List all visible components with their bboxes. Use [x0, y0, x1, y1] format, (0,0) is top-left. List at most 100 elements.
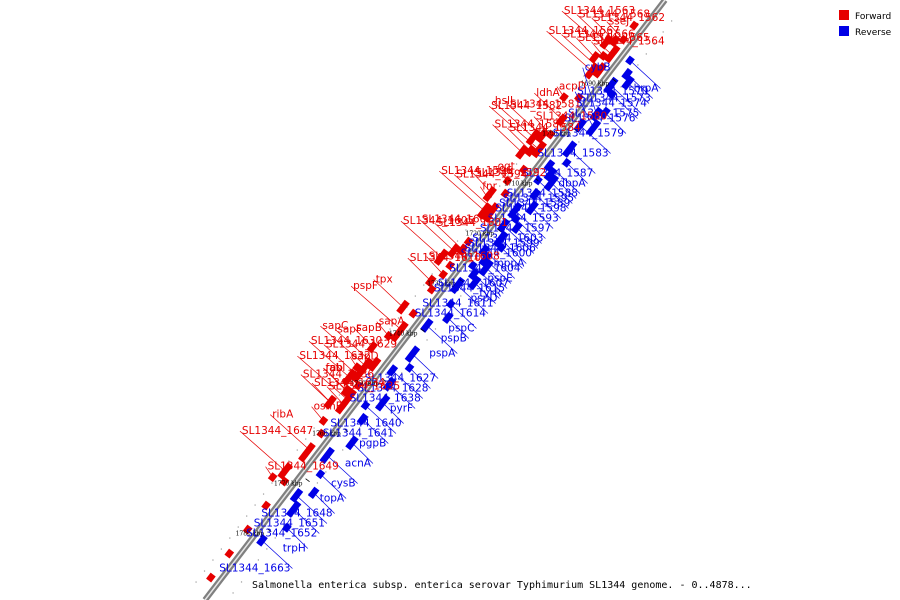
- forward-gene-label[interactable]: SL1344_1610: [410, 252, 481, 264]
- forward-gene-arrow[interactable]: [351, 368, 365, 384]
- forward-gene-label[interactable]: SL1344_1635: [329, 381, 400, 393]
- reverse-gene-label[interactable]: SL1344_1641: [323, 428, 394, 440]
- reverse-gene-arrow[interactable]: [404, 362, 415, 373]
- forward-gene-arrow[interactable]: [502, 175, 513, 186]
- forward-gene-label[interactable]: SL1344_1562: [594, 12, 665, 24]
- forward-gene-label[interactable]: sapD: [352, 351, 379, 363]
- reverse-gene-label[interactable]: SL1344_1570: [577, 86, 648, 98]
- forward-gene-arrow[interactable]: [267, 472, 278, 483]
- forward-gene-label[interactable]: SL1344_1634: [314, 377, 386, 389]
- reverse-gene-arrow[interactable]: [543, 166, 558, 182]
- reverse-gene-label[interactable]: SL1344_1600: [461, 248, 532, 260]
- forward-gene-label[interactable]: SL1344_1649: [268, 461, 339, 473]
- forward-gene-arrow[interactable]: [408, 308, 419, 319]
- forward-gene-arrow[interactable]: [366, 341, 379, 354]
- forward-gene-label[interactable]: SL1344_1580: [536, 111, 607, 123]
- reverse-gene-label[interactable]: SL1344_1579: [553, 128, 624, 140]
- reverse-gene-label[interactable]: pspB: [441, 333, 467, 345]
- forward-gene-arrow[interactable]: [486, 202, 500, 217]
- reverse-gene-arrow[interactable]: [599, 106, 611, 119]
- reverse-gene-arrow[interactable]: [442, 311, 454, 324]
- reverse-gene-label[interactable]: SL1344_1604: [449, 263, 521, 275]
- forward-gene-label[interactable]: SL1344_1594: [456, 169, 528, 181]
- reverse-gene-label[interactable]: pgpB: [359, 438, 386, 450]
- reverse-gene-label[interactable]: tyrR: [479, 288, 501, 300]
- forward-gene-arrow[interactable]: [352, 362, 362, 373]
- reverse-gene-label[interactable]: hrpA: [634, 83, 660, 95]
- reverse-gene-label[interactable]: SL1344_1651: [254, 518, 325, 530]
- reverse-gene-label[interactable]: pyrF: [390, 403, 413, 415]
- forward-gene-label[interactable]: acpD: [559, 81, 586, 93]
- forward-gene-arrow[interactable]: [629, 20, 639, 31]
- reverse-gene-label[interactable]: SL1344_1628: [357, 383, 428, 395]
- reverse-gene-arrow[interactable]: [256, 534, 268, 547]
- reverse-gene-label[interactable]: pspC: [448, 323, 474, 335]
- forward-gene-arrow[interactable]: [341, 368, 358, 386]
- forward-gene-arrow[interactable]: [445, 260, 455, 271]
- forward-gene-label[interactable]: SL1344_1567: [549, 25, 620, 37]
- forward-gene-label[interactable]: SL1344_1565: [578, 32, 649, 44]
- forward-gene-arrow[interactable]: [261, 500, 271, 511]
- reverse-gene-label[interactable]: SL1344_1638: [350, 393, 421, 405]
- forward-gene-arrow[interactable]: [476, 202, 493, 220]
- reverse-gene-label[interactable]: SL1344_1648: [261, 508, 332, 520]
- reverse-gene-label[interactable]: SL1344_1606: [465, 243, 537, 255]
- reverse-gene-label[interactable]: SL1344_1595: [503, 193, 574, 205]
- reverse-gene-label[interactable]: SL1344_1593: [488, 213, 559, 225]
- forward-gene-label[interactable]: SL1344_1629: [326, 339, 397, 351]
- forward-gene-arrow[interactable]: [316, 428, 327, 439]
- forward-gene-arrow[interactable]: [340, 384, 353, 398]
- reverse-gene-label[interactable]: SL1344_1587: [522, 168, 593, 180]
- reverse-gene-label[interactable]: SL1344_1615: [434, 283, 505, 295]
- reverse-gene-label[interactable]: pspA: [429, 348, 456, 360]
- forward-gene-arrow[interactable]: [463, 236, 474, 247]
- forward-gene-label[interactable]: SL1344_1630: [311, 335, 382, 347]
- forward-gene-arrow[interactable]: [324, 396, 336, 409]
- reverse-gene-arrow[interactable]: [307, 486, 320, 499]
- reverse-gene-label[interactable]: pspE: [487, 273, 512, 285]
- reverse-gene-label[interactable]: dbpA: [558, 178, 586, 190]
- forward-gene-label[interactable]: SL1344_1605: [403, 215, 474, 227]
- reverse-gene-label[interactable]: topA: [320, 493, 345, 505]
- forward-gene-label[interactable]: sapA: [379, 316, 406, 328]
- forward-gene-arrow[interactable]: [224, 548, 235, 559]
- forward-gene-label[interactable]: ogt: [498, 161, 515, 173]
- reverse-gene-arrow[interactable]: [496, 218, 511, 233]
- reverse-gene-arrow[interactable]: [289, 488, 304, 503]
- forward-gene-label[interactable]: sseJ: [609, 16, 630, 28]
- forward-gene-label[interactable]: hslJ: [495, 95, 513, 107]
- reverse-gene-label[interactable]: SL1344_1611: [422, 298, 493, 310]
- forward-gene-label[interactable]: sapC: [322, 320, 348, 332]
- reverse-gene-label[interactable]: SL1344_1588: [507, 188, 578, 200]
- reverse-gene-label[interactable]: SL1344_1663: [219, 563, 290, 575]
- forward-gene-label[interactable]: SL1344_1596: [441, 165, 513, 177]
- forward-gene-label[interactable]: SL1344_1592: [475, 167, 546, 179]
- reverse-gene-label[interactable]: trpH: [283, 543, 306, 555]
- forward-gene-label[interactable]: SL1344_1647: [242, 425, 313, 437]
- forward-gene-arrow[interactable]: [242, 524, 253, 535]
- forward-gene-label[interactable]: SL1344_1632: [299, 350, 370, 362]
- forward-gene-label[interactable]: SL1344_1608: [429, 251, 500, 263]
- reverse-gene-label[interactable]: SL1344_1607: [438, 278, 509, 290]
- reverse-gene-label[interactable]: SL1344_1598: [495, 203, 566, 215]
- reverse-gene-label[interactable]: SL1344_1599: [468, 238, 539, 250]
- forward-gene-label[interactable]: sapF: [337, 324, 362, 336]
- forward-gene-label[interactable]: SL1344_1566: [564, 29, 636, 41]
- reverse-gene-label[interactable]: SL1344_1640: [330, 418, 401, 430]
- reverse-gene-label[interactable]: SL1344_1575: [568, 108, 639, 120]
- reverse-gene-arrow[interactable]: [511, 214, 521, 225]
- reverse-gene-label[interactable]: pspD: [471, 293, 498, 305]
- reverse-gene-label[interactable]: SL1344_1574: [576, 98, 648, 110]
- reverse-gene-label[interactable]: cysB: [331, 478, 356, 490]
- forward-gene-label[interactable]: SL1344_1582: [491, 100, 562, 112]
- forward-gene-label[interactable]: SL1344_1602: [422, 214, 493, 226]
- reverse-gene-label[interactable]: SL1344_1573: [580, 93, 651, 105]
- reverse-gene-arrow[interactable]: [621, 75, 635, 91]
- forward-gene-label[interactable]: rnb: [325, 362, 343, 374]
- forward-gene-arrow[interactable]: [279, 476, 290, 487]
- reverse-gene-label[interactable]: acnA: [345, 458, 372, 470]
- forward-gene-label[interactable]: ldhA: [536, 87, 560, 99]
- forward-gene-label[interactable]: SL1344_1601: [437, 217, 508, 229]
- forward-gene-label[interactable]: sapB: [356, 322, 382, 334]
